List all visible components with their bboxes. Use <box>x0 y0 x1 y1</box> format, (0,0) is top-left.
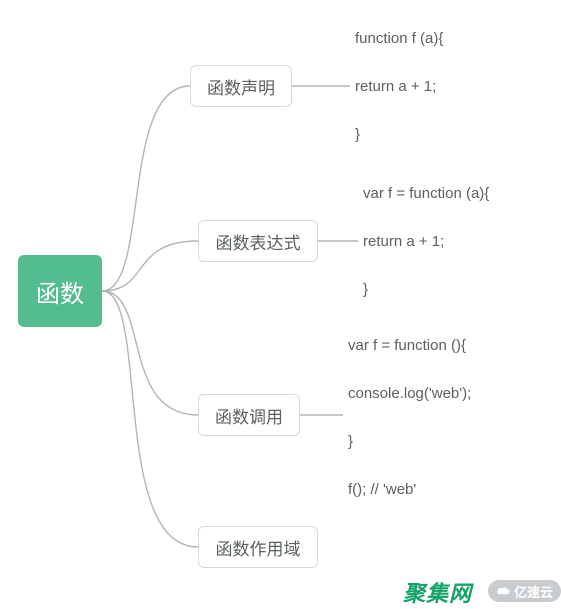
root-node: 函数 <box>18 255 102 327</box>
code-line: } <box>348 433 353 450</box>
code-line: } <box>363 281 368 298</box>
code-line: return a + 1; <box>363 233 444 250</box>
code-line: function f (a){ <box>355 30 443 47</box>
child-node-scope: 函数作用域 <box>198 526 318 568</box>
watermark-left: 聚集网 <box>403 576 472 608</box>
child-node-label: 函数声明 <box>207 74 275 99</box>
child-node-declaration: 函数声明 <box>190 65 292 107</box>
watermark-right-text: 亿速云 <box>514 582 553 601</box>
cloud-icon <box>496 584 511 599</box>
diagram-canvas: 函数 函数声明 函数表达式 函数调用 函数作用域 聚集网 亿速云 functio… <box>0 0 561 609</box>
child-node-call: 函数调用 <box>198 394 300 436</box>
code-line: var f = function (){ <box>348 337 466 354</box>
code-line: return a + 1; <box>355 78 436 95</box>
code-line: console.log('web'); <box>348 385 471 402</box>
child-node-label: 函数作用域 <box>216 535 301 560</box>
watermark-left-text: 聚集网 <box>403 581 472 606</box>
code-line: f(); // 'web' <box>348 481 416 498</box>
watermark-right: 亿速云 <box>488 580 561 602</box>
child-node-label: 函数表达式 <box>216 229 301 254</box>
code-line: var f = function (a){ <box>363 185 489 202</box>
child-node-label: 函数调用 <box>215 403 283 428</box>
code-line: } <box>355 126 360 143</box>
root-node-label: 函数 <box>36 274 84 309</box>
child-node-expression: 函数表达式 <box>198 220 318 262</box>
